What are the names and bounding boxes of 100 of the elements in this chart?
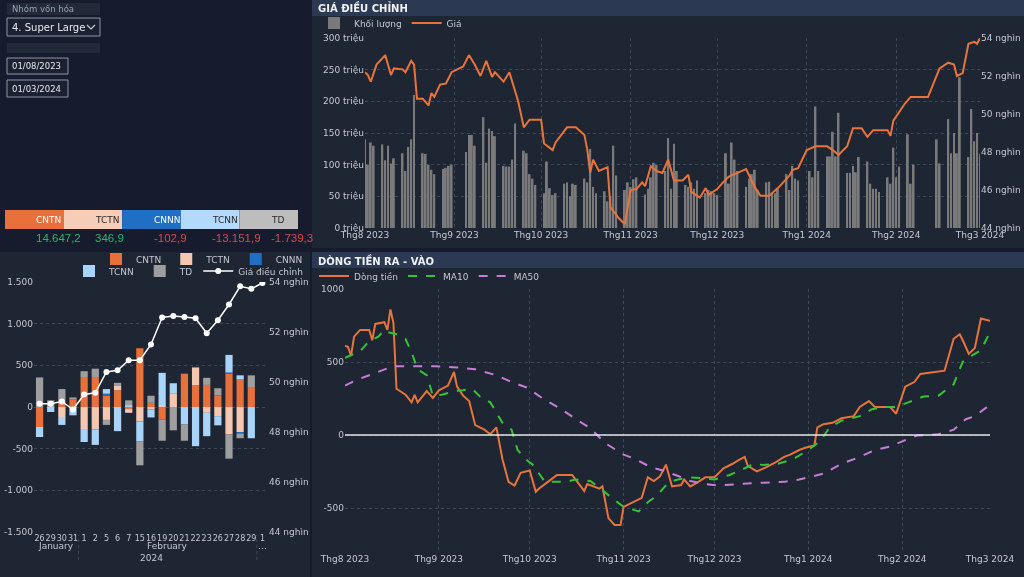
bar xyxy=(846,172,849,228)
text: … xyxy=(258,541,267,551)
x-tick-label: 6 xyxy=(115,534,121,543)
y-tick-label: 200 triệu xyxy=(322,96,364,107)
x-tick-label: Thg11 2023 xyxy=(595,554,651,564)
bar xyxy=(797,180,800,228)
bar xyxy=(69,399,77,407)
category-label: TD xyxy=(271,215,285,225)
bar xyxy=(102,419,111,425)
line-series xyxy=(345,308,990,526)
bar xyxy=(214,416,222,426)
bar xyxy=(180,407,189,425)
x-tick-label: 27 xyxy=(223,534,235,543)
y2-tick-label: 44 nghìn xyxy=(269,527,309,538)
x-tick-label: Thg12 2023 xyxy=(686,554,742,564)
y2-tick-label: 46 nghìn xyxy=(981,185,1021,196)
bar xyxy=(442,169,444,228)
legend-label: MA50 xyxy=(513,271,540,282)
bar xyxy=(236,375,244,380)
bar xyxy=(953,133,955,228)
bar xyxy=(102,407,111,420)
text: 2024 xyxy=(140,553,164,563)
bar xyxy=(730,142,733,228)
y-tick-label: -1.000 xyxy=(3,485,34,496)
bar xyxy=(225,354,233,373)
bar xyxy=(491,131,493,228)
point xyxy=(136,357,143,364)
bar xyxy=(886,177,889,228)
bar xyxy=(91,368,99,377)
bar xyxy=(753,169,756,228)
x-tick-label: Thg2 2024 xyxy=(876,554,927,564)
bar xyxy=(80,407,88,430)
y2-tick-label: 52 nghìn xyxy=(981,71,1021,82)
bar xyxy=(147,395,155,403)
bar xyxy=(655,164,658,228)
bar xyxy=(392,158,395,228)
bar xyxy=(748,178,750,228)
bar xyxy=(158,372,166,406)
category-label: CNNN xyxy=(154,215,181,225)
text: 4. Super Large xyxy=(12,22,86,33)
y-tick-label: -1.500 xyxy=(3,527,34,538)
data-label: -1.739,3 xyxy=(271,232,314,244)
bar xyxy=(236,379,244,407)
bar xyxy=(424,153,427,228)
bar xyxy=(372,145,375,228)
legend-label: Giá xyxy=(446,18,462,29)
bar xyxy=(468,134,470,228)
bar xyxy=(554,193,557,228)
point xyxy=(214,317,221,324)
y-tick-label: 150 triệu xyxy=(322,128,364,139)
bar xyxy=(872,188,875,228)
bar xyxy=(47,407,55,412)
x-tick-label: Thg9 2023 xyxy=(429,230,479,240)
bar xyxy=(113,407,122,432)
y-tick-label: 1.000 xyxy=(7,318,34,329)
bar xyxy=(113,385,122,391)
data-label: -13.151,9 xyxy=(212,232,261,244)
bar xyxy=(225,407,233,435)
y-tick-label: -500 xyxy=(12,443,34,454)
data-label: 346,9 xyxy=(95,232,124,244)
y-tick-label: 300 triệu xyxy=(322,33,364,44)
x-tick-label: 29 xyxy=(45,534,56,543)
x-tick-label: 29 xyxy=(246,534,257,543)
bar xyxy=(724,153,727,228)
bar xyxy=(69,397,77,400)
bar xyxy=(91,407,99,430)
y-tick-label: 100 triệu xyxy=(322,159,364,170)
bar xyxy=(136,407,144,422)
line-series xyxy=(345,365,990,487)
bar xyxy=(247,407,255,439)
bar xyxy=(169,393,177,407)
bar xyxy=(102,389,111,394)
bar xyxy=(180,424,189,441)
point xyxy=(103,369,110,375)
bar xyxy=(80,429,88,442)
x-tick-label: 5 xyxy=(103,534,109,543)
bar xyxy=(563,183,566,228)
bar xyxy=(826,156,828,228)
bar xyxy=(413,95,416,228)
bar xyxy=(247,387,255,407)
text: January xyxy=(38,541,74,551)
point xyxy=(237,283,244,290)
text: February xyxy=(147,541,188,551)
text: 01/08/2023 xyxy=(12,61,61,71)
y2-tick-label: 54 nghìn xyxy=(981,33,1021,44)
x-tick-label: 7 xyxy=(126,534,132,543)
x-tick-label: Thg10 2023 xyxy=(513,230,569,240)
bar xyxy=(696,180,698,228)
category-label: TCNN xyxy=(212,215,238,225)
legend-label: MA10 xyxy=(443,271,469,282)
x-tick-label: Thg2 2024 xyxy=(871,230,921,240)
bar xyxy=(774,193,776,228)
point xyxy=(125,357,132,364)
bar xyxy=(808,171,811,228)
y2-tick-label: 50 nghìn xyxy=(269,377,309,388)
y2-tick-label: 52 nghìn xyxy=(269,327,309,338)
point xyxy=(203,330,210,337)
bar xyxy=(387,145,390,228)
bar xyxy=(58,417,66,425)
bar xyxy=(488,128,491,228)
